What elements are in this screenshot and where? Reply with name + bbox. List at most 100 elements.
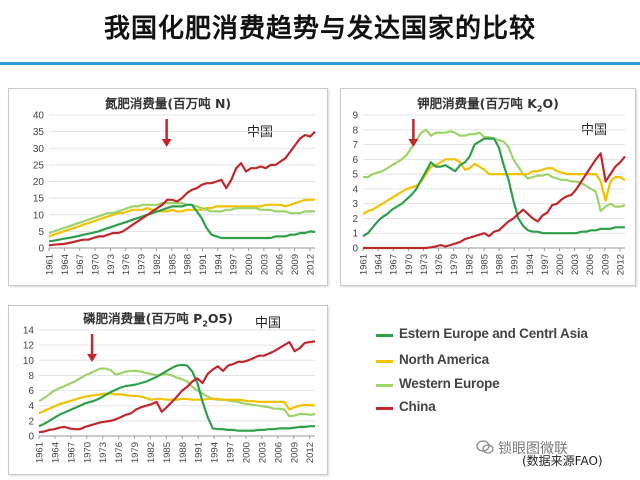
potash-china-label: 中国 [581, 123, 608, 138]
nitrogen-title-symbol: N [214, 96, 226, 111]
potash-y-tick-label: 3 [352, 199, 358, 210]
potash-x-tick-label: 1976 [434, 254, 445, 275]
potash-title-sub: 2 [536, 104, 543, 114]
potash-series-north-america [362, 158, 626, 215]
legend-label-eeca: Estern Europe and Centrl Asia [399, 326, 588, 341]
potash-x-tick-label: 1982 [464, 254, 475, 275]
nitrogen-x-tick-label: 1973 [106, 254, 117, 275]
nitrogen-y-tick-label: 5 [38, 227, 44, 238]
potash-y-tick-label: 7 [352, 140, 358, 151]
potash-chart-svg: 0 1 2 3 4 5 6 7 8 9 1961 1964 1967 1970 1973 1976 1979 19… [352, 111, 626, 276]
phosphate-y-tick-label: 12 [23, 341, 35, 352]
source-note: (数据来源FAO) [522, 454, 603, 468]
potash-y-tick-label: 6 [352, 155, 358, 166]
phosphate-series-north-america [38, 392, 316, 415]
wechat-icon [476, 440, 494, 454]
potash-title-symbol: K [527, 96, 537, 111]
potash-x-tick-label: 2012 [615, 254, 626, 275]
phosphate-x-tick-label: 1982 [146, 442, 157, 463]
potash-y-tick-label: 9 [352, 111, 358, 122]
nitrogen-x-tick-label: 1970 [91, 254, 102, 275]
nitrogen-x-tick-label: 2003 [259, 254, 270, 275]
nitrogen-arrow-head [161, 139, 172, 147]
phosphate-series-western-europe [38, 367, 316, 418]
potash-y-tick-label: 8 [352, 125, 358, 136]
nitrogen-y-tick-label: 30 [33, 144, 45, 155]
phosphate-y-tick-label: 10 [23, 356, 35, 367]
legend-swatch-western-europe [376, 384, 393, 387]
nitrogen-title-main: 氮肥消费量(百万吨 [104, 96, 215, 111]
nitrogen-x-tick-label: 1979 [137, 254, 148, 275]
phosphate-series-china [38, 340, 316, 434]
legend-swatch-north-america [376, 360, 393, 363]
phosphate-x-tick-label: 2000 [242, 442, 253, 463]
nitrogen-y-tick-label: 40 [33, 111, 45, 122]
phosphate-chart-svg: 0 2 4 6 8 10 12 14 1961 1964 1967 1970 1973 1976 1979 1… [23, 326, 316, 464]
nitrogen-y-tick-label: 10 [33, 210, 45, 221]
nitrogen-chart-panel: 氮肥消费量(百万吨 N) 中国 0 5 10 15 20 25 30 35 40 1961 1964… [8, 88, 328, 286]
phosphate-x-tick-label: 1979 [130, 442, 141, 463]
phosphate-y-tick-label: 14 [23, 326, 35, 337]
nitrogen-series-eeca [48, 203, 316, 243]
nitrogen-x-tick-label: 1961 [45, 254, 56, 275]
nitrogen-x-tick-label: 1985 [167, 254, 178, 275]
potash-series-western-europe [363, 128, 626, 213]
potash-x-tick-label: 1973 [419, 254, 430, 275]
potash-x-tick-label: 2009 [600, 254, 611, 275]
potash-x-tick-label: 1988 [495, 254, 506, 275]
phosphate-x-tick-label: 1997 [226, 442, 237, 463]
potash-chart-panel: 钾肥消费量(百万吨 K2O) 中国 0 1 2 3 4 5 6 7 8 9 1961 1964 1967… [340, 88, 636, 286]
potash-x-tick-label: 1979 [449, 254, 460, 275]
nitrogen-series-western-europe [48, 201, 315, 235]
phosphate-series-eeca [38, 363, 315, 432]
nitrogen-title-end: ) [225, 96, 232, 111]
phosphate-x-tick-label: 1988 [178, 442, 189, 463]
potash-x-tick-label: 2000 [555, 254, 566, 275]
phosphate-x-tick-label: 2006 [273, 442, 284, 463]
nitrogen-x-tick-label: 1964 [60, 254, 71, 275]
phosphate-chart-title: 磷肥消费量(百万吨 P2O5) [0, 308, 317, 329]
phosphate-x-tick-label: 1967 [66, 442, 77, 463]
potash-y-tick-label: 2 [352, 214, 358, 225]
phosphate-y-tick-label: 6 [28, 386, 34, 397]
nitrogen-x-tick-label: 2006 [275, 254, 286, 275]
legend-label-china: China [399, 399, 436, 414]
potash-y-tick-label: 1 [352, 229, 358, 240]
nitrogen-x-tick-label: 2012 [305, 254, 316, 275]
potash-x-tick-label: 2003 [570, 254, 581, 275]
potash-x-tick-label: 1985 [479, 254, 490, 275]
phosphate-x-tick-label: 1985 [162, 442, 173, 463]
phosphate-x-tick-label: 1994 [210, 442, 221, 463]
potash-arrow-head [408, 139, 419, 147]
potash-title-end: O) [542, 96, 559, 111]
nitrogen-y-tick-label: 0 [38, 244, 44, 255]
phosphate-x-tick-label: 1976 [114, 442, 125, 463]
nitrogen-x-tick-label: 2000 [244, 254, 255, 275]
nitrogen-y-tick-label: 15 [33, 194, 45, 205]
nitrogen-x-tick-label: 1991 [198, 254, 209, 275]
potash-series-eeca [362, 137, 625, 238]
legend-label-western-europe: Western Europe [399, 376, 500, 391]
phosphate-x-tick-label: 1964 [50, 442, 61, 463]
potash-x-tick-label: 1991 [510, 254, 521, 275]
phosphate-y-tick-label: 4 [28, 401, 34, 412]
slide-title: 我国化肥消费趋势与发达国家的比较 [103, 14, 536, 44]
phosphate-x-tick-label: 1973 [98, 442, 109, 463]
potash-y-tick-label: 5 [352, 170, 358, 181]
nitrogen-x-tick-label: 1997 [229, 254, 240, 275]
nitrogen-x-tick-label: 1994 [213, 254, 224, 275]
potash-x-tick-label: 1997 [540, 254, 551, 275]
phosphate-title-symbol: P [193, 311, 203, 326]
nitrogen-chart-svg: 0 5 10 15 20 25 30 35 40 1961 1964 1967 1970 1973 1976… [33, 111, 317, 276]
nitrogen-x-tick-label: 2009 [290, 254, 301, 275]
nitrogen-series-china [48, 130, 316, 247]
nitrogen-series-north-america [48, 198, 315, 238]
phosphate-x-tick-label: 2012 [305, 442, 316, 463]
nitrogen-x-tick-label: 1988 [183, 254, 194, 275]
nitrogen-y-tick-label: 25 [33, 160, 45, 171]
potash-y-tick-label: 4 [352, 184, 358, 195]
phosphate-title-sub: 2 [202, 319, 208, 329]
potash-x-tick-label: 1970 [404, 254, 415, 275]
potash-x-tick-label: 1964 [374, 254, 385, 275]
nitrogen-y-tick-label: 20 [33, 177, 45, 188]
